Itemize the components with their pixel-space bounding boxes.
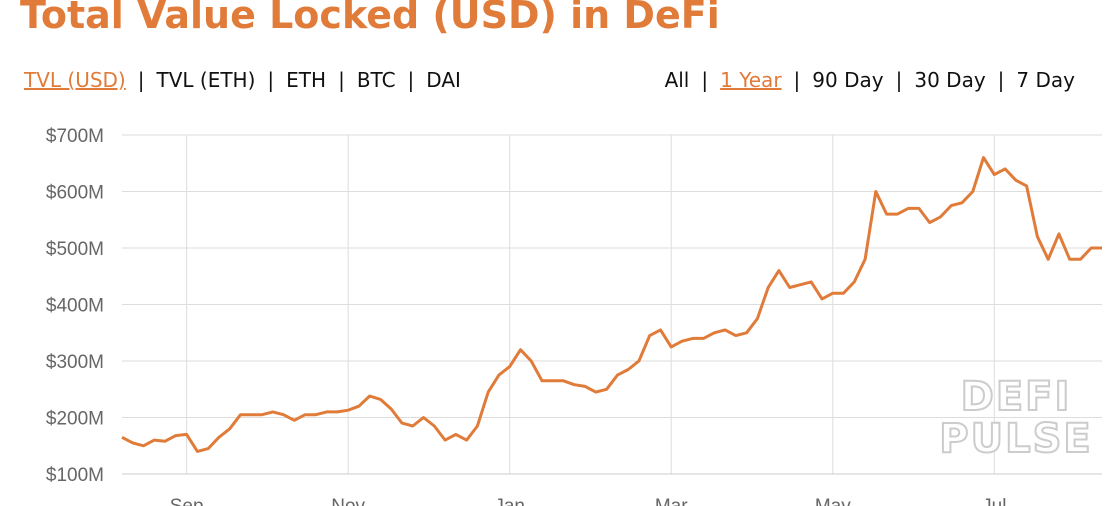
tab-separator: |: [138, 68, 145, 92]
tab[interactable]: TVL (USD): [23, 68, 126, 92]
y-tick-label: $200M: [46, 409, 104, 430]
y-tick-label: $600M: [46, 183, 104, 204]
y-tick-label: $500M: [46, 239, 104, 260]
tab-separator: |: [794, 68, 801, 92]
tab-separator: |: [408, 68, 415, 92]
tab[interactable]: All: [665, 68, 690, 92]
x-tick-label: Jan: [494, 496, 525, 506]
tab-separator: |: [267, 68, 274, 92]
watermark: PULSE: [939, 416, 1092, 462]
tab-separator: |: [998, 68, 1005, 92]
watermark: DEFI: [961, 374, 1072, 420]
y-tick-label: $300M: [46, 352, 104, 373]
tab[interactable]: 7 Day: [1016, 68, 1075, 92]
tab[interactable]: 1 Year: [720, 68, 782, 92]
tab[interactable]: ETH: [286, 68, 326, 92]
y-tick-label: $100M: [46, 465, 104, 486]
tab[interactable]: 30 Day: [914, 68, 985, 92]
chart-title: Total Value Locked (USD) in DeFi: [20, 0, 720, 37]
x-tick-label: Sep: [170, 496, 204, 506]
tab[interactable]: BTC: [357, 68, 396, 92]
y-tick-label: $400M: [46, 296, 104, 317]
x-tick-label: Mar: [655, 496, 688, 506]
x-tick-label: May: [815, 496, 851, 506]
tab[interactable]: DAI: [426, 68, 461, 92]
line: [121, 156, 1102, 453]
tab[interactable]: 90 Day: [812, 68, 883, 92]
tab-separator: |: [338, 68, 345, 92]
tab[interactable]: TVL (ETH): [156, 68, 256, 92]
tab-separator: |: [701, 68, 708, 92]
x-tick-label: Jul: [982, 496, 1006, 506]
x-tick-label: Nov: [331, 496, 365, 506]
y-tick-label: $700M: [46, 126, 104, 147]
tab-separator: |: [896, 68, 903, 92]
